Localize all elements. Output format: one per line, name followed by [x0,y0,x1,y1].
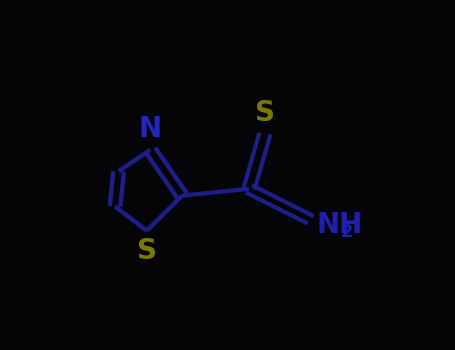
Text: S: S [137,237,157,265]
Text: S: S [255,99,275,127]
Text: 2: 2 [341,223,353,241]
Text: NH: NH [316,211,362,239]
Text: N: N [139,115,162,143]
